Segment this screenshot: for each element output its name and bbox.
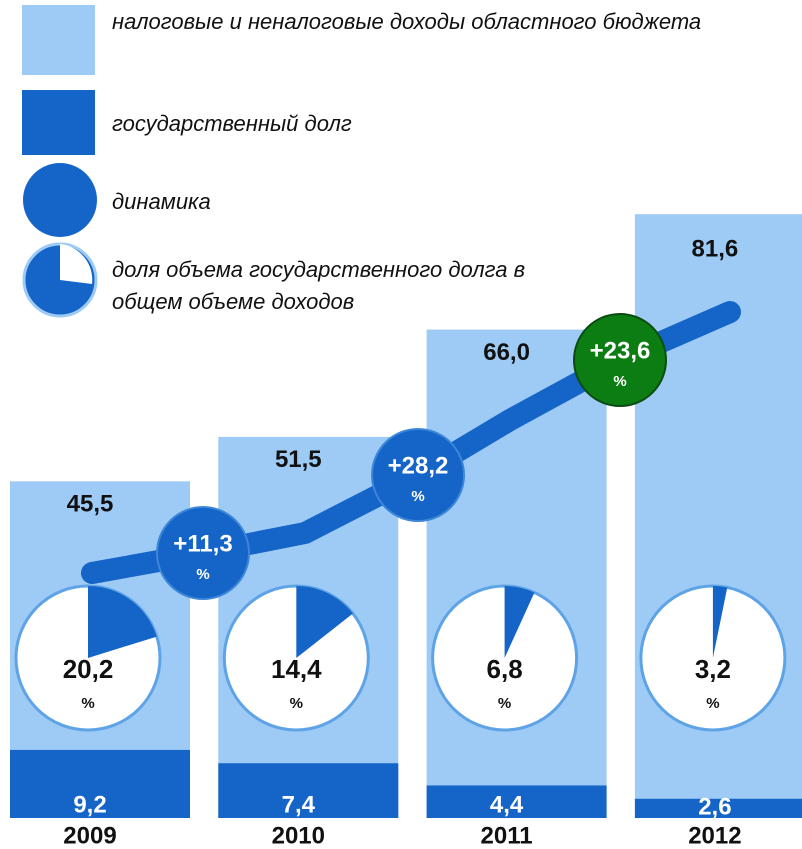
dynamics-marker bbox=[156, 506, 250, 600]
dynamics-label: +28,2 bbox=[388, 452, 449, 479]
pie-label: 14,4 bbox=[271, 654, 322, 684]
bar bbox=[426, 329, 607, 818]
legend-label: налоговые и неналоговые доходы областног… bbox=[112, 9, 702, 34]
bar bbox=[426, 785, 607, 818]
legend-label: государственный долг bbox=[112, 111, 352, 136]
pie-slice bbox=[712, 586, 728, 658]
legend-label: динамика bbox=[112, 189, 211, 214]
pie-slice bbox=[504, 586, 535, 658]
x-tick-label: 2009 bbox=[63, 822, 116, 849]
dynamics-marker bbox=[371, 428, 465, 522]
value-label: 66,0 bbox=[483, 339, 530, 366]
dynamics-marker bbox=[573, 313, 667, 407]
pie-slice bbox=[296, 586, 353, 658]
bar bbox=[10, 749, 190, 818]
x-tick-label: 2010 bbox=[272, 822, 325, 849]
pie-unit: % bbox=[81, 695, 94, 712]
pie-unit: % bbox=[498, 695, 511, 712]
legend-swatch bbox=[22, 90, 95, 155]
value-label: 4,4 bbox=[490, 791, 524, 818]
x-tick-label: 2012 bbox=[688, 822, 741, 849]
legend-label: доля объема государственного долга в общ… bbox=[112, 257, 526, 314]
dynamics-unit: % bbox=[613, 373, 626, 390]
value-label: 45,5 bbox=[67, 491, 114, 518]
pie-slice bbox=[88, 586, 157, 658]
pie-unit: % bbox=[290, 695, 303, 712]
bar bbox=[634, 798, 802, 818]
dynamics-label: +11,3 bbox=[173, 530, 232, 557]
value-label: 2,6 bbox=[698, 794, 731, 821]
value-label: 7,4 bbox=[282, 791, 316, 818]
dynamics-unit: % bbox=[196, 566, 209, 583]
pie-label: 20,2 bbox=[63, 654, 114, 684]
dynamics-unit: % bbox=[411, 488, 424, 505]
value-label: 81,6 bbox=[692, 236, 739, 263]
legend-swatch bbox=[23, 163, 97, 237]
x-tick-label: 2011 bbox=[481, 822, 533, 849]
pie-unit: % bbox=[706, 695, 719, 712]
pie-label: 3,2 bbox=[695, 654, 731, 684]
legend-swatch bbox=[22, 242, 98, 318]
value-label: 51,5 bbox=[275, 446, 322, 473]
pie-label: 6,8 bbox=[487, 654, 523, 684]
value-label: 9,2 bbox=[73, 791, 106, 818]
bar bbox=[218, 763, 399, 818]
legend-swatch bbox=[22, 5, 95, 75]
dynamics-label: +23,6 bbox=[590, 337, 651, 364]
